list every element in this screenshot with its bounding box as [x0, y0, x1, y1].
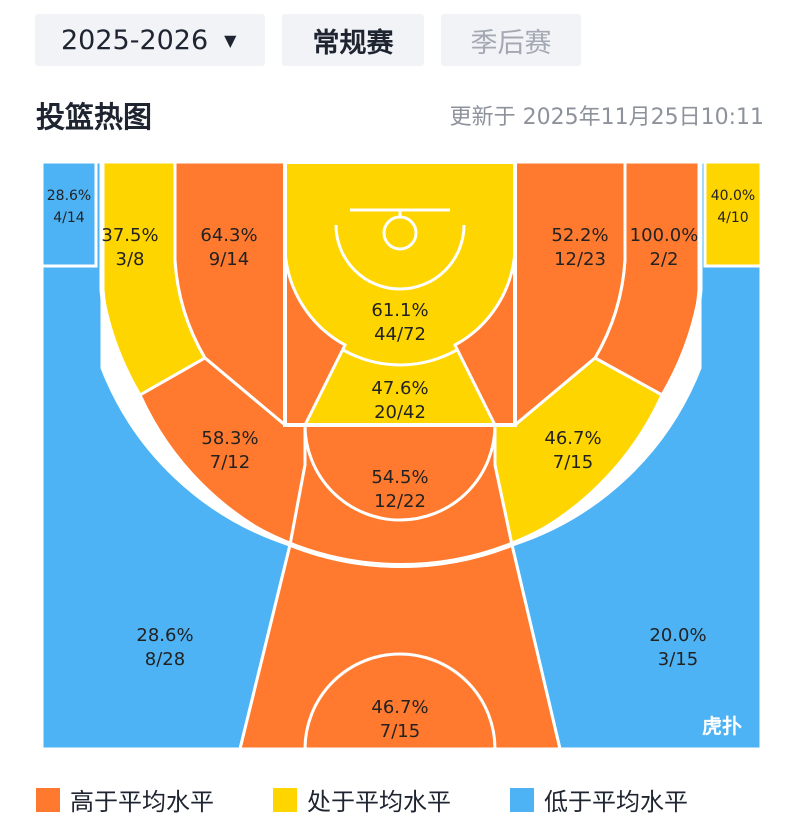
caret-down-icon: ▼	[224, 30, 237, 50]
zone-left-corner3[interactable]	[42, 162, 98, 268]
zone-label-top3: 46.7% 7/15	[371, 697, 428, 742]
zone-label-left-inner-mid: 64.3% 9/14	[200, 225, 257, 270]
legend-swatch-low	[510, 787, 534, 812]
zone-label-right-corner3: 40.0% 4/10	[711, 188, 755, 226]
zone-label-right-outer-mid: 100.0% 2/2	[630, 225, 699, 270]
rim	[382, 215, 418, 251]
zone-label-right-elbow: 46.7% 7/15	[544, 428, 601, 473]
season-dropdown[interactable]: 2025-2026 ▼	[35, 14, 265, 66]
top-key-arc	[289, 543, 513, 568]
frac-right-corner3: 4/10	[717, 210, 748, 226]
zone-label-restricted: 61.1% 44/72	[371, 300, 428, 345]
zone-right-corner3[interactable]	[703, 162, 761, 268]
tab-bar: 2025-2026 ▼ 常规赛 季后赛	[0, 0, 800, 80]
zone-label-paint: 47.6% 20/42	[371, 378, 428, 423]
frac-right-inner-mid: 12/23	[554, 249, 606, 270]
pct-top3: 46.7%	[371, 697, 428, 718]
pct-left-wing3: 28.6%	[136, 625, 193, 646]
frac-right-outer-mid: 2/2	[650, 249, 679, 270]
frac-left-wing3: 8/28	[145, 649, 185, 670]
pct-left-elbow: 58.3%	[201, 428, 258, 449]
pct-left-corner3: 28.6%	[47, 188, 91, 204]
frac-right-elbow: 7/15	[553, 452, 593, 473]
frac-left-outer-mid: 3/8	[116, 249, 145, 270]
frac-left-elbow: 7/12	[210, 452, 250, 473]
frac-top-key: 12/22	[374, 491, 426, 512]
zone-label-left-corner3: 28.6% 4/14	[47, 188, 91, 226]
watermark-logo: 虎扑	[702, 714, 742, 738]
pct-right-corner3: 40.0%	[711, 188, 755, 204]
frac-top3: 7/15	[380, 721, 420, 742]
lane-lines	[283, 162, 517, 427]
zone-label-left-outer-mid: 37.5% 3/8	[101, 225, 158, 270]
tab-regular-season[interactable]: 常规赛	[282, 14, 424, 66]
pct-right-wing3: 20.0%	[649, 625, 706, 646]
zone-label-right-inner-mid: 52.2% 12/23	[551, 225, 608, 270]
center-circle	[303, 652, 497, 749]
legend-swatch-avg	[273, 787, 297, 812]
zone-paint-left-strip	[283, 249, 347, 427]
frac-left-inner-mid: 9/14	[209, 249, 249, 270]
restricted-arc	[334, 224, 466, 291]
zone-label-left-wing3: 28.6% 8/28	[136, 625, 193, 670]
legend-label-avg: 处于平均水平	[307, 788, 451, 816]
legend-label-high: 高于平均水平	[70, 788, 214, 816]
legend-item-low: 低于平均水平	[510, 782, 688, 817]
tab-playoffs[interactable]: 季后赛	[441, 14, 581, 66]
frac-left-corner3: 4/14	[53, 210, 85, 226]
section-title: 投篮热图	[36, 100, 153, 134]
season-label: 2025-2026	[61, 24, 209, 56]
legend-swatch-high	[36, 787, 60, 812]
zone-label-left-elbow: 58.3% 7/12	[201, 428, 258, 473]
free-throw-circle	[303, 424, 497, 522]
frac-restricted: 44/72	[374, 324, 426, 345]
legend: 高于平均水平 处于平均水平 低于平均水平	[0, 782, 800, 818]
frac-right-wing3: 3/15	[658, 649, 698, 670]
legend-item-avg: 处于平均水平	[273, 782, 451, 817]
frac-paint: 20/42	[374, 402, 426, 423]
pct-restricted: 61.1%	[371, 300, 428, 321]
pct-left-outer-mid: 37.5%	[101, 225, 158, 246]
pct-top-key: 54.5%	[371, 467, 428, 488]
zone-paint-right-strip	[453, 249, 517, 427]
zone-label-top-key: 54.5% 12/22	[371, 467, 428, 512]
legend-item-high: 高于平均水平	[36, 782, 214, 817]
pct-paint: 47.6%	[371, 378, 428, 399]
zone-top3[interactable]	[238, 542, 562, 749]
pct-right-inner-mid: 52.2%	[551, 225, 608, 246]
pct-right-outer-mid: 100.0%	[630, 225, 699, 246]
legend-label-low: 低于平均水平	[544, 788, 688, 816]
updated-timestamp: 更新于 2025年11月25日10:11	[449, 105, 764, 130]
pct-left-inner-mid: 64.3%	[200, 225, 257, 246]
pct-right-elbow: 46.7%	[544, 428, 601, 449]
zone-label-right-wing3: 20.0% 3/15	[649, 625, 706, 670]
